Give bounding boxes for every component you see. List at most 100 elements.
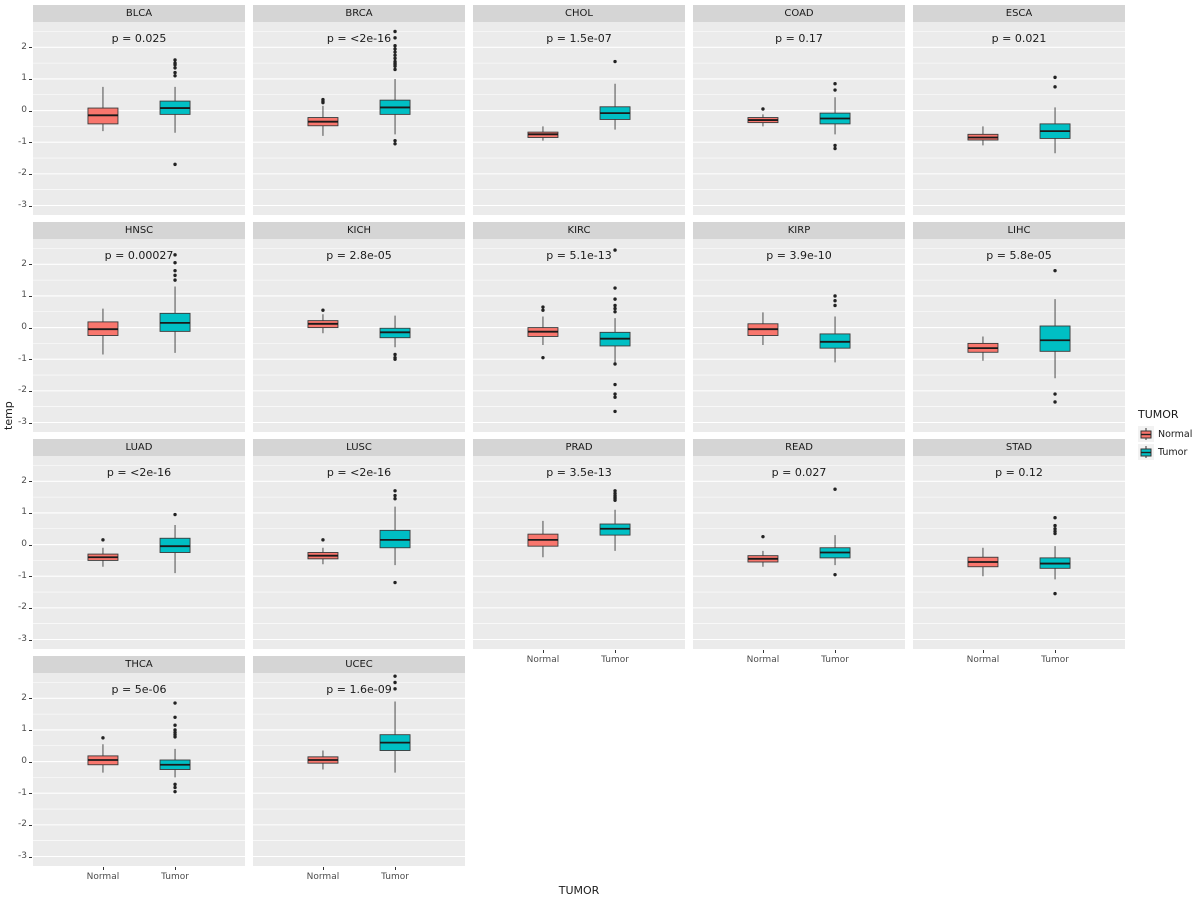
p-value-label: p = 2.8e-05 <box>326 249 391 262</box>
outlier-point <box>1053 268 1057 273</box>
y-tick-label: -2 <box>18 168 27 179</box>
boxplot-tumor <box>159 253 191 353</box>
facet-lihc: LIHC p = 5.8e-05 <box>913 222 1125 432</box>
boxplot-normal <box>967 336 999 361</box>
outlier-point <box>173 715 177 719</box>
x-tick-mark <box>395 867 397 870</box>
outlier-point <box>833 81 837 86</box>
outlier-point <box>1053 85 1057 89</box>
facet-ucec: UCEC p = 1.6e-09 <box>253 656 465 866</box>
outlier-point <box>173 785 177 790</box>
facet-strip: CHOL <box>473 5 685 22</box>
facet-coad: COAD p = 0.17 <box>693 5 905 215</box>
x-tick-label: Tumor <box>161 872 189 882</box>
p-value-label: p = 3.9e-10 <box>766 249 831 262</box>
outlier-point <box>833 572 837 577</box>
outlier-point <box>173 253 177 257</box>
outlier-point <box>613 248 617 252</box>
boxplot-tumor <box>379 674 411 773</box>
facet-esca: ESCA p = 0.021 <box>913 5 1125 215</box>
boxplot-normal <box>307 538 339 565</box>
legend-entry-tumor: Tumor <box>1138 444 1192 460</box>
x-tick-mark <box>762 650 764 653</box>
outlier-point <box>393 680 397 685</box>
boxplot-normal <box>967 126 999 146</box>
outlier-point <box>101 736 105 740</box>
outlier-point <box>393 138 397 143</box>
facet-strip: HNSC <box>33 222 245 239</box>
legend-title: TUMOR <box>1138 408 1179 421</box>
y-tick-mark <box>29 512 32 514</box>
facet-panel: p = 5.8e-05 <box>913 239 1125 432</box>
boxplot-normal <box>307 97 339 136</box>
legend-key-normal-icon <box>1138 426 1154 442</box>
boxplot-normal <box>967 547 999 577</box>
y-tick-mark <box>29 639 32 641</box>
y-tick-mark <box>29 264 32 266</box>
facet-strip: LUSC <box>253 439 465 456</box>
facet-strip: LIHC <box>913 222 1125 239</box>
x-axis-title: TUMOR <box>558 884 600 897</box>
y-tick-mark <box>29 793 32 795</box>
boxplot-normal <box>527 305 559 360</box>
facet-chol: CHOL p = 1.5e-07 <box>473 5 685 215</box>
outlier-point <box>173 66 177 70</box>
y-tick-label: -1 <box>18 570 27 581</box>
facet-panel: p = <2e-16 <box>253 22 465 215</box>
outlier-point <box>173 782 177 787</box>
outlier-point <box>321 100 325 105</box>
facet-brca: BRCA p = <2e-16 <box>253 5 465 215</box>
p-value-label: p = 3.5e-13 <box>546 466 611 479</box>
outlier-point <box>1053 75 1057 80</box>
outlier-point <box>541 355 545 360</box>
outlier-point <box>173 63 177 67</box>
p-value-label: p = <2e-16 <box>107 466 171 479</box>
facet-strip: KICH <box>253 222 465 239</box>
outlier-point <box>173 789 177 794</box>
facet-stad: STAD p = 0.12 <box>913 439 1125 649</box>
outlier-point <box>393 142 397 146</box>
y-tick-label: 2 <box>21 258 27 269</box>
y-tick-label: -2 <box>18 602 27 613</box>
outlier-point <box>393 36 397 40</box>
boxplot-tumor <box>379 315 411 361</box>
outlier-point <box>613 306 617 311</box>
y-tick-label: -3 <box>18 417 27 427</box>
y-tick-mark <box>29 295 32 297</box>
x-tick-label: Normal <box>306 872 340 882</box>
y-tick-mark <box>29 544 32 546</box>
outlier-point <box>1053 515 1057 520</box>
outlier-point <box>1053 523 1057 528</box>
x-tick-mark <box>322 867 324 870</box>
boxplot-tumor <box>819 294 851 363</box>
boxplot-normal <box>87 86 119 132</box>
outlier-point <box>761 534 765 539</box>
outlier-point <box>1053 531 1057 536</box>
y-tick-label: 1 <box>21 290 27 301</box>
facet-panel: p = 0.12 <box>913 456 1125 649</box>
outlier-point <box>833 303 837 308</box>
outlier-point <box>173 70 177 75</box>
facet-panel: p = 0.027 <box>693 456 905 649</box>
x-tick-label: Normal <box>526 655 560 665</box>
p-value-label: p = <2e-16 <box>327 466 391 479</box>
y-tick-mark <box>29 698 32 700</box>
legend: TUMOR Normal Tumor <box>1138 408 1192 462</box>
facet-strip: UCEC <box>253 656 465 673</box>
outlier-point <box>393 352 397 357</box>
boxplot-normal <box>87 538 119 567</box>
x-tick-label: Tumor <box>381 872 409 882</box>
outlier-point <box>613 498 617 502</box>
y-tick-label: 1 <box>21 724 27 735</box>
facet-strip: COAD <box>693 5 905 22</box>
facet-read: READ p = 0.027 <box>693 439 905 649</box>
y-tick-label: 2 <box>21 692 27 703</box>
facet-panel: p = 1.6e-09 <box>253 673 465 866</box>
outlier-point <box>613 59 617 64</box>
facet-panel: p = 3.9e-10 <box>693 239 905 432</box>
boxplot-normal <box>747 534 779 567</box>
facet-panel: p = 0.025 <box>33 22 245 215</box>
facet-panel: p = 2.8e-05 <box>253 239 465 432</box>
y-tick-label: 2 <box>21 475 27 486</box>
outlier-point <box>613 409 617 414</box>
